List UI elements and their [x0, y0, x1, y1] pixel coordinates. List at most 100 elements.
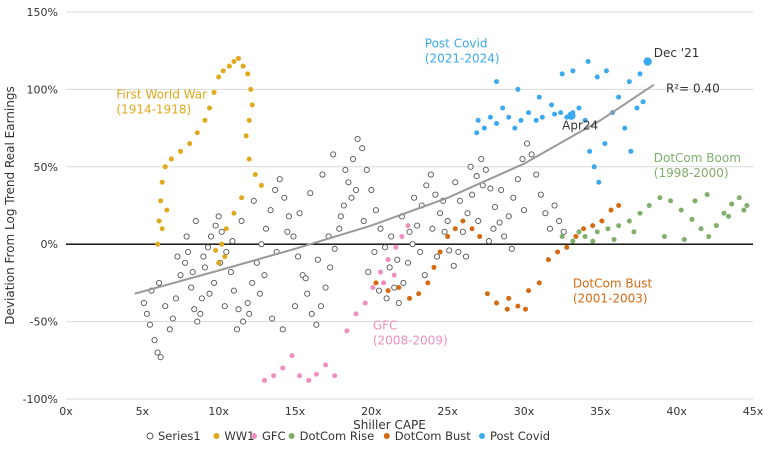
- data-point: [332, 373, 338, 379]
- data-point: [518, 117, 524, 123]
- data-point: [706, 233, 712, 239]
- data-point: [559, 71, 565, 77]
- data-point: [459, 228, 466, 235]
- data-point: [634, 105, 640, 111]
- data-point: [496, 219, 503, 226]
- annotation-line: DotCom Bust: [573, 277, 653, 291]
- x-tick-label: 30x: [514, 405, 535, 418]
- data-point: [291, 303, 299, 310]
- data-point: [216, 74, 222, 80]
- data-point: [172, 295, 179, 302]
- data-point: [678, 207, 684, 213]
- data-point: [249, 102, 255, 108]
- data-point: [570, 238, 576, 244]
- annotation-label: Dec '21: [654, 46, 700, 60]
- data-point: [594, 229, 600, 235]
- data-point: [485, 238, 492, 245]
- data-point: [464, 210, 471, 217]
- data-point: [227, 269, 234, 276]
- annotation-line: Post Covid: [425, 37, 488, 51]
- data-point: [248, 86, 254, 92]
- data-point: [603, 68, 609, 74]
- y-tick-label: 150%: [27, 6, 58, 19]
- data-point: [429, 225, 436, 232]
- data-point: [252, 172, 258, 178]
- data-point: [637, 71, 643, 77]
- data-point: [202, 117, 208, 123]
- data-point: [564, 244, 570, 250]
- annotation-label: DotCom Boom (1998-2000): [654, 151, 741, 180]
- data-point: [385, 288, 391, 294]
- annotation-line: Dec '21: [654, 46, 700, 60]
- data-point: [726, 213, 732, 219]
- data-point: [284, 228, 291, 235]
- x-tick-label: 0x: [59, 405, 73, 418]
- data-point: [295, 253, 302, 260]
- data-point: [166, 326, 173, 333]
- data-point: [500, 105, 506, 111]
- data-point: [692, 198, 698, 204]
- data-point: [560, 228, 567, 235]
- trendline: [134, 83, 655, 295]
- data-point: [296, 210, 303, 217]
- data-point: [482, 166, 489, 173]
- data-point: [154, 349, 161, 356]
- annotation-label: GFC (2008-2009): [373, 318, 448, 347]
- legend-label: WW1: [224, 429, 254, 443]
- annotation-line: First World War: [116, 88, 207, 102]
- data-point: [721, 210, 727, 216]
- data-point: [570, 68, 576, 74]
- data-point: [146, 321, 154, 328]
- data-point: [605, 226, 611, 232]
- data-point: [404, 259, 412, 266]
- data-point: [657, 195, 663, 201]
- data-point: [741, 207, 747, 213]
- data-point: [182, 259, 189, 266]
- data-point: [437, 249, 443, 255]
- data-point: [668, 198, 674, 204]
- data-point: [582, 233, 588, 239]
- data-point: [425, 280, 431, 286]
- data-point: [469, 226, 475, 232]
- data-point: [524, 140, 531, 147]
- data-point: [373, 280, 379, 286]
- data-point: [548, 102, 554, 108]
- data-point: [219, 241, 225, 247]
- data-point: [204, 244, 212, 251]
- data-point: [599, 218, 605, 224]
- data-point: [591, 164, 597, 170]
- data-point: [276, 176, 283, 183]
- x-axis-ticks: 0x 5x 10x 15x 20x 25x 30x 35x 40x 45x: [59, 405, 763, 418]
- x-tick-label: 15x: [285, 405, 306, 418]
- data-point: [353, 186, 360, 194]
- data-point: [506, 114, 512, 120]
- data-point: [206, 290, 213, 297]
- data-point: [342, 166, 349, 173]
- data-point: [501, 233, 508, 240]
- data-point: [698, 226, 704, 232]
- annotation-line: (1914-1918): [116, 103, 191, 117]
- data-point: [211, 279, 218, 286]
- data-point: [494, 300, 500, 306]
- data-point: [372, 207, 379, 214]
- data-point: [189, 269, 196, 276]
- data-point: [212, 222, 219, 229]
- data-point: [155, 241, 161, 247]
- data-point: [385, 257, 391, 263]
- data-point: [432, 191, 439, 198]
- data-point: [626, 79, 632, 85]
- data-point: [194, 318, 201, 325]
- data-point: [539, 114, 545, 120]
- data-point: [218, 228, 225, 235]
- data-point: [431, 264, 437, 270]
- data-point: [491, 203, 499, 211]
- data-point: [713, 223, 719, 229]
- data-point: [582, 117, 588, 123]
- annotation-line: (2021-2024): [425, 52, 500, 66]
- data-point: [220, 68, 226, 74]
- data-point: [481, 125, 487, 131]
- data-point: [258, 182, 264, 188]
- data-point: [371, 248, 378, 255]
- data-point: [279, 326, 286, 333]
- data-point: [191, 306, 198, 313]
